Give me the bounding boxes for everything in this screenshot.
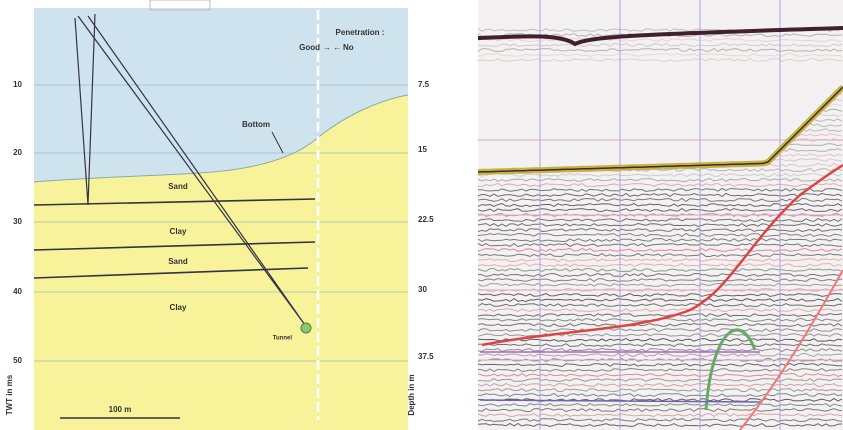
scale-label: 100 m <box>109 405 132 414</box>
penetration-good: Good <box>299 43 320 52</box>
penetration-title: Penetration : <box>336 28 385 37</box>
right-tick: 37.5 <box>418 352 434 361</box>
layer-label: Clay <box>170 303 187 312</box>
tunnel <box>301 323 311 333</box>
right-axis-title: Depth in m <box>407 374 416 415</box>
left-tick: 20 <box>13 148 22 157</box>
right-tick: 7.5 <box>418 80 430 89</box>
seismic-panel <box>478 0 843 430</box>
left-tick: 30 <box>13 217 22 226</box>
bottom-label: Bottom <box>242 120 270 129</box>
layer-label: Sand <box>168 257 188 266</box>
penetration-no: No <box>343 43 354 52</box>
left-tick: 40 <box>13 287 22 296</box>
right-tick: 15 <box>418 145 427 154</box>
figure: 10 20 30 40 50 TWT in ms 7.5 15 22.5 30 … <box>0 0 843 430</box>
layer-label: Sand <box>168 182 188 191</box>
layer-label: Clay <box>170 227 187 236</box>
diagram-panel: 10 20 30 40 50 TWT in ms 7.5 15 22.5 30 … <box>5 0 434 430</box>
arrow: → ← <box>323 43 341 52</box>
right-tick: 30 <box>418 285 427 294</box>
left-axis-title: TWT in ms <box>5 374 14 415</box>
left-tick: 10 <box>13 80 22 89</box>
left-tick: 50 <box>13 356 22 365</box>
tunnel-label: Tunnel <box>273 336 293 342</box>
right-tick: 22.5 <box>418 215 434 224</box>
